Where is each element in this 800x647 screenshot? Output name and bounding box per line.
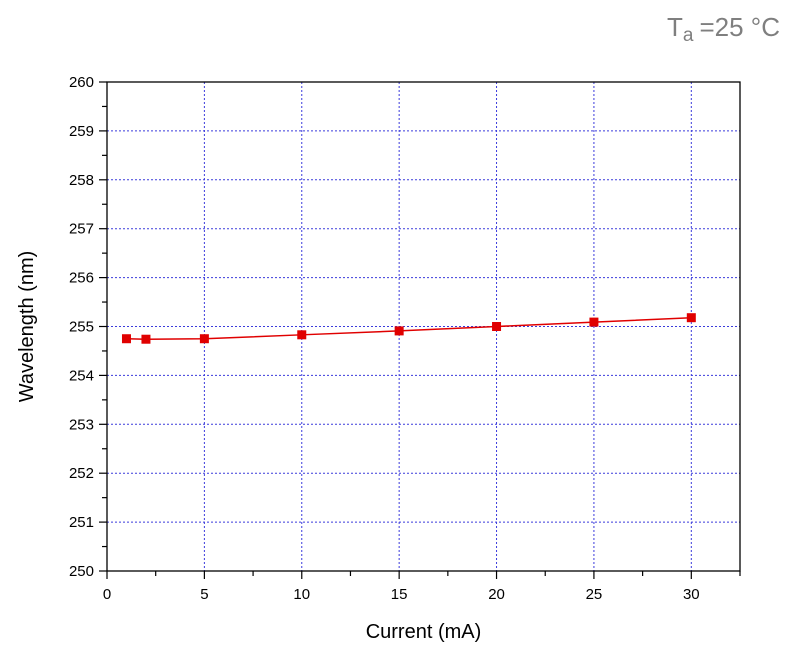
data-point <box>121 334 131 344</box>
y-tick-label: 254 <box>69 367 94 384</box>
y-axis-label: Wavelength (nm) <box>16 251 38 403</box>
grid-lines <box>107 82 740 571</box>
y-tick-label: 255 <box>69 319 94 336</box>
x-tick-label: 25 <box>586 586 603 603</box>
data-point <box>686 313 696 323</box>
data-point <box>394 326 404 336</box>
data-point <box>589 317 599 327</box>
x-tick-label: 15 <box>391 586 408 603</box>
x-tick-labels: 0 5 10 15 20 25 30 <box>103 586 700 603</box>
data-series <box>121 313 696 344</box>
x-tick-label: 5 <box>200 586 208 603</box>
x-axis-label: Current (mA) <box>366 621 482 643</box>
series-line <box>126 316 692 340</box>
y-tick-label: 257 <box>69 221 94 238</box>
axes <box>99 81 741 579</box>
y-tick-label: 258 <box>69 172 94 189</box>
y-tick-label: 259 <box>69 123 94 140</box>
y-tick-label: 253 <box>69 416 94 433</box>
x-tick-label: 0 <box>103 586 111 603</box>
y-tick-labels: 250 251 252 253 254 255 256 257 258 259 260 <box>69 74 94 580</box>
data-point <box>141 334 151 344</box>
temperature-symbol: T <box>667 12 683 42</box>
y-tick-label: 251 <box>69 514 94 531</box>
data-point <box>199 334 209 344</box>
data-point <box>297 330 307 340</box>
x-tick-label: 10 <box>293 586 310 603</box>
y-tick-label: 250 <box>69 563 94 580</box>
temperature-value: =25 °C <box>699 12 780 42</box>
x-tick-label: 20 <box>488 586 505 603</box>
temperature-condition: Ta =25 °C <box>667 12 780 47</box>
temperature-subscript: a <box>682 25 694 46</box>
y-tick-label: 252 <box>69 465 94 482</box>
x-tick-label: 30 <box>683 586 700 603</box>
y-tick-label: 260 <box>69 74 94 91</box>
y-tick-label: 256 <box>69 270 94 287</box>
data-point <box>492 322 502 331</box>
